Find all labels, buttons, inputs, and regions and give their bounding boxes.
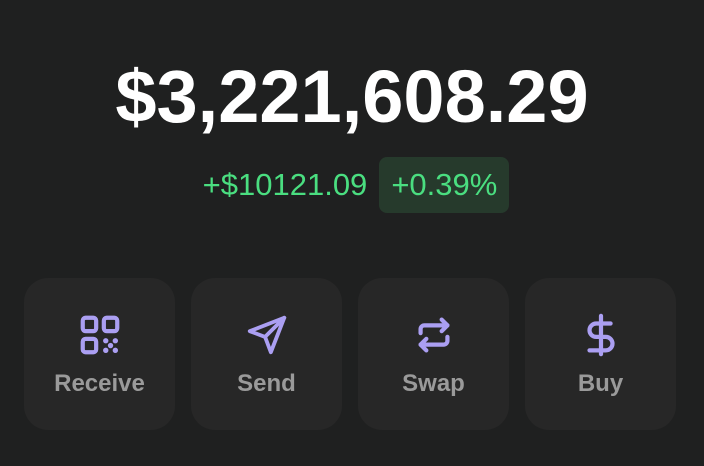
change-amount: +$10121.09: [202, 167, 368, 202]
receive-label: Receive: [54, 370, 145, 397]
send-icon: [247, 315, 286, 355]
change-row: +$10121.09 +0.39%: [0, 157, 704, 213]
send-button[interactable]: Send: [191, 278, 342, 430]
swap-label: Swap: [402, 370, 465, 397]
receive-button[interactable]: Receive: [24, 278, 175, 430]
qr-code-icon: [80, 315, 119, 355]
buy-label: Buy: [577, 370, 624, 397]
change-percent-badge: +0.39%: [379, 157, 510, 213]
swap-icon: [417, 317, 450, 353]
total-balance: $3,221,608.29: [115, 55, 589, 138]
dollar-icon: [586, 313, 615, 357]
send-label: Send: [237, 370, 296, 397]
swap-button[interactable]: Swap: [358, 278, 509, 430]
action-buttons: Receive Send Swap Buy: [24, 278, 676, 430]
buy-button[interactable]: Buy: [525, 278, 676, 430]
